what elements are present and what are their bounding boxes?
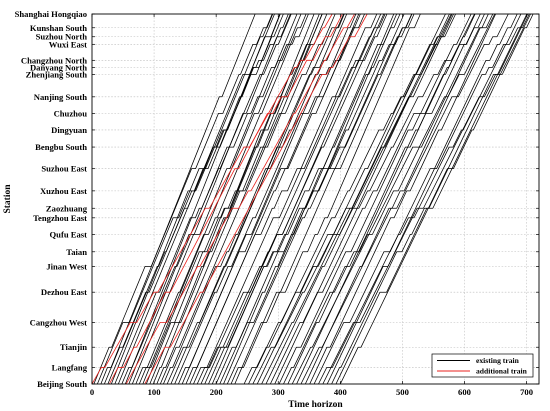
- station-label: Chuzhou: [54, 108, 88, 118]
- station-label: Xuzhou East: [40, 186, 87, 196]
- existing-train-path: [339, 13, 528, 385]
- station-label: Langfang: [52, 362, 88, 372]
- existing-train-path: [211, 13, 398, 385]
- station-label: Jinan West: [46, 261, 87, 271]
- existing-train-path: [131, 13, 302, 385]
- existing-train-path: [152, 13, 320, 385]
- existing-train-path: [226, 13, 413, 385]
- x-tick-label: 400: [334, 387, 347, 397]
- existing-train-path: [305, 13, 489, 385]
- existing-train-path: [145, 13, 315, 385]
- station-label: Dezhou East: [41, 287, 87, 297]
- existing-train-path: [93, 13, 274, 385]
- existing-train-path: [128, 13, 289, 385]
- existing-train-path: [234, 13, 421, 385]
- x-tick-label: 600: [458, 387, 471, 397]
- existing-train-path: [100, 13, 256, 385]
- legend: existing train additional train: [431, 353, 534, 378]
- plot-frame: [91, 13, 540, 385]
- existing-train-path: [331, 13, 529, 385]
- existing-train-path: [159, 13, 336, 385]
- x-tick-label: 100: [148, 387, 161, 397]
- existing-train-path: [335, 13, 534, 385]
- existing-train-path: [274, 13, 453, 385]
- x-tick-label: 200: [210, 387, 223, 397]
- station-label: Taian: [66, 247, 87, 257]
- additional-train-path: [125, 13, 355, 385]
- station-label: Tengzhou East: [33, 213, 87, 223]
- station-label: Zaozhuang: [46, 203, 88, 213]
- existing-train-path: [208, 13, 388, 385]
- existing-train-path: [166, 13, 344, 385]
- train-paths: [91, 13, 534, 385]
- station-label: Beijing South: [37, 379, 87, 389]
- existing-train-path: [248, 13, 446, 385]
- station-label: Qufu East: [50, 229, 88, 239]
- station-label: Changzhou North: [21, 55, 87, 65]
- additional-train-path: [144, 13, 368, 385]
- additional-train-path: [109, 13, 343, 385]
- legend-label-additional: additional train: [476, 367, 528, 376]
- existing-train-path: [322, 13, 530, 385]
- existing-train-path: [124, 13, 281, 385]
- x-tick-label: 0: [90, 387, 94, 397]
- station-label: Suzhou East: [41, 164, 87, 174]
- station-label: Zhenjiang South: [26, 69, 88, 79]
- x-tick-label: 500: [396, 387, 409, 397]
- existing-train-path: [163, 13, 345, 385]
- existing-train-path: [296, 13, 485, 385]
- existing-train-path: [300, 13, 509, 385]
- station-label: Bengbu South: [35, 142, 87, 152]
- existing-train-path: [261, 13, 452, 385]
- x-tick-label: 700: [520, 387, 533, 397]
- station-label: Danyang North: [30, 62, 87, 72]
- station-label: Shanghai Hongqiao: [15, 9, 87, 19]
- existing-train-path: [107, 13, 291, 385]
- existing-train-path: [215, 13, 401, 385]
- existing-train-path: [223, 13, 395, 385]
- x-tick-label: 300: [272, 387, 285, 397]
- station-label: Kunshan South: [30, 23, 87, 33]
- existing-train-path: [200, 13, 382, 385]
- x-tick-labels: 0 100 200 300 400 500 600 700: [90, 387, 533, 397]
- existing-train-path: [193, 13, 386, 385]
- station-label: Nanjing South: [34, 92, 87, 102]
- existing-train-path: [283, 13, 494, 385]
- station-label: Wuxi East: [49, 39, 87, 49]
- existing-train-path: [135, 13, 307, 385]
- existing-train-path: [256, 13, 450, 385]
- y-axis-title: Station: [3, 184, 13, 214]
- station-label: Tianjin: [60, 342, 87, 352]
- existing-train-path: [265, 13, 456, 385]
- axis-ticks: [91, 13, 539, 385]
- existing-train-path: [326, 13, 518, 385]
- x-axis-title: Time horizon: [288, 400, 343, 410]
- existing-train-path: [252, 13, 475, 385]
- station-label: Suzhou North: [36, 32, 88, 42]
- existing-train-path: [230, 13, 415, 385]
- existing-train-path: [97, 13, 273, 385]
- existing-train-path: [189, 13, 365, 385]
- legend-label-existing: existing train: [476, 356, 520, 365]
- existing-train-path: [287, 13, 476, 385]
- existing-train-path: [219, 13, 413, 385]
- existing-train-path: [142, 13, 309, 385]
- station-label: Cangzhou West: [30, 318, 88, 328]
- existing-train-path: [309, 13, 496, 385]
- additional-train-path: [91, 13, 333, 385]
- existing-train-path: [313, 13, 522, 385]
- station-label: Dingyuan: [51, 125, 87, 135]
